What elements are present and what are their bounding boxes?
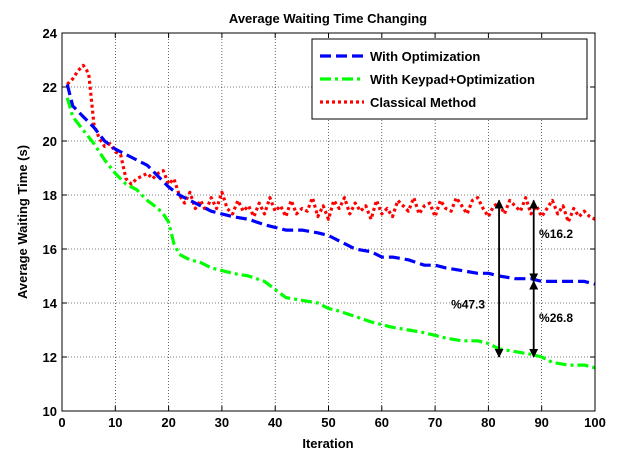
chart-title: Average Waiting Time Changing: [229, 11, 427, 26]
x-tick-label: 90: [534, 415, 548, 430]
x-tick-label: 80: [481, 415, 495, 430]
legend-entry: Classical Method: [370, 95, 476, 110]
y-tick-label: 14: [43, 296, 58, 311]
x-tick-label: 40: [268, 415, 282, 430]
legend-entry: With Optimization: [370, 49, 480, 64]
series-layer: [65, 63, 596, 370]
y-axis-label: Average Waiting Time (s): [15, 145, 30, 299]
annotation-label: %16.2: [539, 227, 573, 241]
series-line-classical-method: [66, 63, 596, 224]
legend-entry: With Keypad+Optimization: [370, 72, 535, 87]
y-tick-label: 10: [43, 404, 57, 419]
x-tick-label: 70: [428, 415, 442, 430]
y-tick-label: 16: [43, 242, 57, 257]
annotation-layer: %47.3 %16.2 %26.8: [451, 199, 573, 358]
legend: With Optimization With Keypad+Optimizatio…: [311, 38, 588, 120]
y-tick-label: 20: [43, 134, 57, 149]
annotation-label: %26.8: [539, 311, 573, 325]
x-tick-label: 20: [161, 415, 175, 430]
x-axis-label: Iteration: [302, 436, 353, 451]
x-tick-label: 60: [375, 415, 389, 430]
series-line-with-keypad-optimization: [65, 97, 596, 370]
x-tick-label: 50: [321, 415, 335, 430]
x-tick-label: 10: [108, 415, 122, 430]
x-tick-label: 0: [58, 415, 65, 430]
y-tick-label: 22: [43, 80, 57, 95]
x-tick-label: 30: [215, 415, 229, 430]
y-tick-label: 18: [43, 188, 57, 203]
y-tick-label: 24: [43, 26, 58, 41]
annotation-label: %47.3: [451, 297, 485, 311]
y-tick-label: 12: [43, 350, 57, 365]
x-tick-label: 100: [584, 415, 606, 430]
